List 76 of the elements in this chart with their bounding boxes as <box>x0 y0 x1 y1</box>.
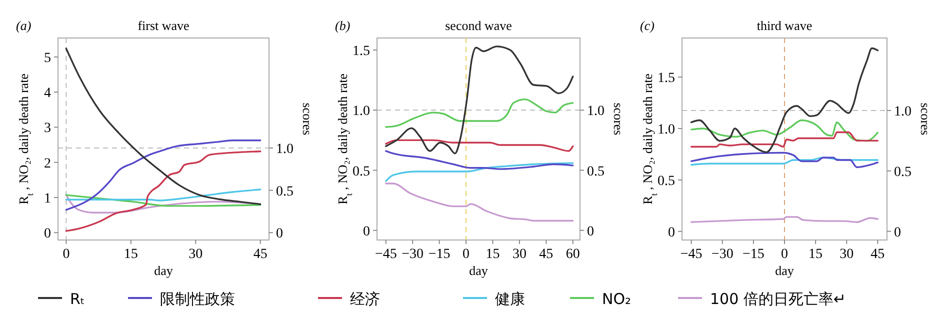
text: (b) <box>335 18 350 33</box>
x-tick-label: 30 <box>840 247 854 262</box>
chart-title: first wave <box>138 18 190 33</box>
y2-axis-title: scores <box>300 102 315 136</box>
y-tick-label: 1.0 <box>658 122 675 138</box>
y-tick-label: 0.5 <box>352 164 370 180</box>
y-tick-label: 1.5 <box>658 71 675 86</box>
x-tick-label: −15 <box>742 247 764 262</box>
line-series <box>690 152 879 168</box>
legend-label: 经济 <box>350 290 380 308</box>
y2-tick-label: 1.0 <box>894 104 912 120</box>
x-tick-label: 0 <box>781 247 788 262</box>
legend-label: NO₂ <box>602 290 632 308</box>
y-tick-label: 0 <box>44 226 51 242</box>
legend-label: Rₜ <box>70 290 85 308</box>
x-tick-label: 15 <box>486 247 500 262</box>
x-axis-title: day <box>469 263 488 278</box>
chart-title: third wave <box>756 18 812 33</box>
line-series <box>65 140 262 211</box>
y2-tick-label: 1.0 <box>587 104 604 120</box>
line-series <box>65 48 262 206</box>
y2-axis-title: scores <box>611 102 626 136</box>
line-series <box>690 47 879 154</box>
y-tick-label: 5 <box>44 50 51 66</box>
x-tick-label: −45 <box>374 247 397 262</box>
x-tick-label: 15 <box>124 247 138 262</box>
line-series <box>690 131 879 148</box>
y2-tick-label: 1.0 <box>276 142 294 158</box>
x-tick-label: 60 <box>566 247 580 262</box>
y2-tick-label: 0.5 <box>894 164 912 180</box>
x-axis-title: day <box>154 263 174 278</box>
y-tick-label: 1 <box>44 191 51 206</box>
y-tick-label: 0 <box>668 225 675 240</box>
x-tick-label: −30 <box>402 247 424 262</box>
legend-label: 限制性政策 <box>160 290 235 308</box>
y2-tick-label: 0 <box>587 224 594 240</box>
line-series <box>385 182 574 222</box>
x-axis-title: day <box>775 263 794 278</box>
y-tick-label: 2 <box>44 156 51 172</box>
y2-tick-label: 0.5 <box>276 184 294 200</box>
text: (c) <box>640 18 654 33</box>
y-tick-label: 1.0 <box>352 104 370 120</box>
x-tick-label: 0 <box>62 247 70 262</box>
y-tick-label: 0.5 <box>658 174 675 189</box>
line-series <box>65 194 262 207</box>
y2-tick-label: 0.5 <box>587 164 604 180</box>
x-tick-label: 45 <box>253 247 268 262</box>
y-tick-label: 1.5 <box>352 44 370 60</box>
line-series <box>65 188 262 202</box>
line-series <box>385 150 574 170</box>
legend-label: 健康 <box>495 290 525 308</box>
text: (a) <box>16 18 32 33</box>
y2-tick-label: 0 <box>894 225 901 240</box>
y2-axis-title: scores <box>918 102 932 136</box>
legend-label: 100 倍的日死亡率↵ <box>710 290 846 308</box>
x-tick-label: −45 <box>680 247 702 262</box>
line-series <box>65 150 262 232</box>
x-tick-label: 0 <box>462 247 470 262</box>
x-tick-label: −15 <box>428 247 450 262</box>
x-tick-label: 30 <box>512 247 526 262</box>
chart-title: second wave <box>445 18 512 33</box>
line-series <box>385 98 574 128</box>
x-tick-label: 45 <box>539 247 554 262</box>
y2-tick-label: 0 <box>276 226 283 242</box>
line-series <box>690 119 879 142</box>
x-tick-label: −30 <box>711 247 734 262</box>
y-tick-label: 3 <box>44 121 51 136</box>
x-tick-label: 45 <box>870 247 885 262</box>
x-tick-label: 30 <box>188 247 203 262</box>
y-tick-label: 4 <box>44 86 51 102</box>
line-series <box>385 139 574 152</box>
y-tick-label: 0 <box>363 224 370 240</box>
line-series <box>690 156 879 166</box>
line-series <box>385 162 574 182</box>
line-series <box>385 46 574 154</box>
x-tick-label: 15 <box>808 247 823 262</box>
